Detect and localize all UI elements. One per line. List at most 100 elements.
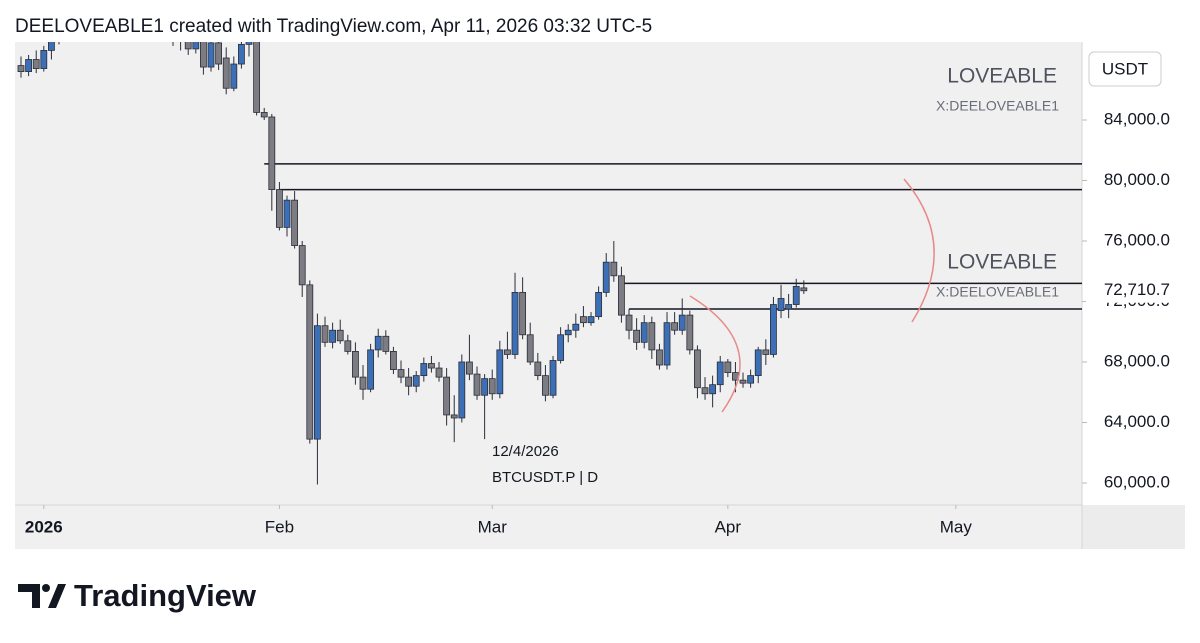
plot-area [15, 42, 1082, 505]
watermark-title: LOVEABLE [947, 251, 1057, 274]
y-tick-label: 60,000.0 [1104, 472, 1170, 491]
candle-body [184, 42, 192, 50]
candle-body [412, 375, 420, 387]
candle-body [420, 363, 428, 377]
candle-body [785, 304, 793, 310]
annotation-symbol: BTCUSDT.P | D [492, 469, 598, 486]
candle-body [298, 245, 306, 286]
candle-body [686, 314, 694, 351]
x-tick-label: May [940, 517, 973, 536]
candle-body [306, 284, 314, 440]
candle-body [610, 261, 618, 277]
candle-body [580, 316, 587, 324]
candle-body [359, 376, 367, 390]
candle-body [557, 334, 565, 361]
candle-body [321, 325, 329, 343]
candle-body [390, 351, 397, 370]
candle-body [428, 363, 435, 369]
candle-body [602, 261, 610, 293]
candle-body [618, 275, 625, 316]
candle-body [253, 42, 261, 113]
candle-body [701, 387, 709, 395]
annotation-date: 12/4/2026 [492, 443, 559, 460]
candle-body [770, 304, 777, 355]
candle-body [260, 112, 268, 118]
watermark-title: LOVEABLE [947, 65, 1057, 88]
last-price-box [1086, 278, 1184, 303]
candle-body [40, 50, 48, 69]
y-tick-label: 76,000.0 [1104, 230, 1170, 249]
candle-body [549, 360, 557, 396]
candle-body [245, 42, 253, 45]
candle-body [192, 42, 200, 50]
candle-body [481, 378, 489, 396]
candle-body [633, 329, 641, 343]
candle-body [405, 376, 413, 387]
logo: TradingView [18, 578, 257, 613]
x-tick-label: Apr [715, 517, 742, 536]
candle-body [86, 0, 92, 14]
candle-body [450, 414, 458, 419]
time-axis [15, 505, 1082, 549]
candle-body [314, 325, 321, 440]
candle-body [496, 349, 504, 395]
candle-body [473, 373, 481, 396]
currency-button[interactable] [1088, 51, 1162, 87]
candle-body [329, 329, 337, 343]
candle-body [215, 42, 223, 65]
candle-body [488, 378, 496, 395]
candle-body [564, 329, 572, 336]
candles [17, 0, 1082, 485]
candle-body [534, 361, 542, 377]
candle-body [663, 322, 671, 366]
candle-body [344, 340, 352, 352]
candle-body [716, 361, 724, 386]
candle-body [367, 349, 375, 390]
logo-text: TradingView [74, 578, 257, 613]
x-tick-label: Mar [478, 517, 508, 536]
y-tick-label: 84,000.0 [1104, 109, 1170, 128]
candle-body [238, 43, 245, 65]
candle-body [109, 0, 115, 7]
candle-body [640, 322, 648, 343]
x-tick-label: 2026 [25, 517, 63, 536]
candle-body [709, 384, 717, 395]
candle-body [754, 349, 762, 377]
candle-body [777, 298, 785, 311]
candle-body [102, 7, 108, 16]
candle-body [48, 42, 55, 51]
watermark-subtitle: X:DEELOVEABLE1 [936, 284, 1059, 300]
candle-body [800, 287, 808, 292]
header: DEELOVEABLE1 created with TradingView.co… [15, 16, 652, 37]
candle-body [207, 42, 215, 68]
candle-body [17, 65, 25, 72]
last-price-label: 72,710.7 [1104, 280, 1170, 299]
candle-body [382, 335, 390, 352]
candle-body [32, 59, 40, 69]
candle-body [648, 322, 656, 351]
candle-body [724, 361, 732, 373]
candle-body [747, 375, 755, 384]
candle-body [435, 367, 443, 378]
candle-body [443, 376, 451, 416]
candle-body [762, 349, 770, 355]
currency[interactable]: USDT [1102, 59, 1148, 78]
candle-body [587, 316, 595, 324]
y-tick-label: 64,000.0 [1104, 412, 1170, 431]
candle-body [511, 292, 519, 355]
candle-body [397, 369, 405, 378]
candle-body [504, 349, 511, 355]
candle-body [352, 351, 359, 378]
candle-body [291, 199, 299, 246]
candle-body [595, 292, 603, 318]
candle-body [519, 292, 527, 336]
candle-body [230, 63, 238, 89]
watermark-subtitle: X:DEELOVEABLE1 [936, 98, 1059, 114]
arc-drawing [689, 295, 741, 413]
candle-body [739, 379, 747, 384]
candle-body [336, 329, 344, 342]
candle-body [792, 285, 800, 305]
y-tick-label: 80,000.0 [1104, 170, 1170, 189]
